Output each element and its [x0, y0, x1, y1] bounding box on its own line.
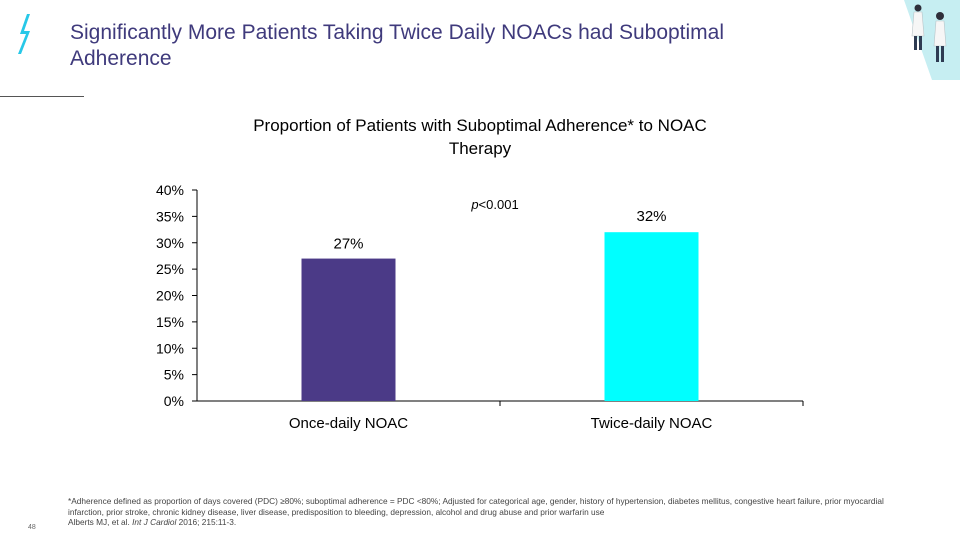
- p-value-annotation: p<0.001: [440, 197, 550, 212]
- footnote: *Adherence defined as proportion of days…: [68, 496, 888, 528]
- x-category-label: Once-daily NOAC: [289, 415, 408, 432]
- slide-title: Significantly More Patients Taking Twice…: [70, 21, 725, 70]
- chart-title: Proportion of Patients with Suboptimal A…: [253, 116, 707, 158]
- footnote-definition: *Adherence defined as proportion of days…: [68, 496, 884, 517]
- y-tick-label: 20%: [156, 288, 184, 304]
- p-value-prefix: p: [471, 197, 479, 212]
- bar: [604, 232, 699, 401]
- y-tick-label: 30%: [156, 235, 184, 251]
- y-tick-label: 35%: [156, 208, 184, 224]
- citation-authors: Alberts MJ, et al.: [68, 517, 133, 527]
- citation-journal: Int J Cardiol: [132, 517, 177, 527]
- footnote-citation: Alberts MJ, et al. Int J Cardiol 2016; 2…: [68, 517, 888, 528]
- y-tick-label: 25%: [156, 261, 184, 277]
- bar-value-label: 27%: [333, 236, 363, 253]
- y-tick-label: 10%: [156, 340, 184, 356]
- y-tick-label: 40%: [156, 182, 184, 198]
- title-divider: [0, 96, 84, 97]
- y-tick-label: 0%: [164, 393, 184, 409]
- doctors-illustration-icon: [904, 0, 960, 80]
- y-tick-label: 15%: [156, 314, 184, 330]
- page-number: 48: [28, 524, 36, 531]
- bar-value-label: 32%: [636, 208, 666, 225]
- y-tick-label: 5%: [164, 367, 184, 383]
- citation-details: 2016; 215:11-3.: [176, 517, 237, 527]
- p-value-text: <0.001: [478, 197, 519, 212]
- lightning-bolt-icon: [18, 14, 30, 54]
- bar: [301, 258, 396, 401]
- x-category-label: Twice-daily NOAC: [591, 415, 713, 432]
